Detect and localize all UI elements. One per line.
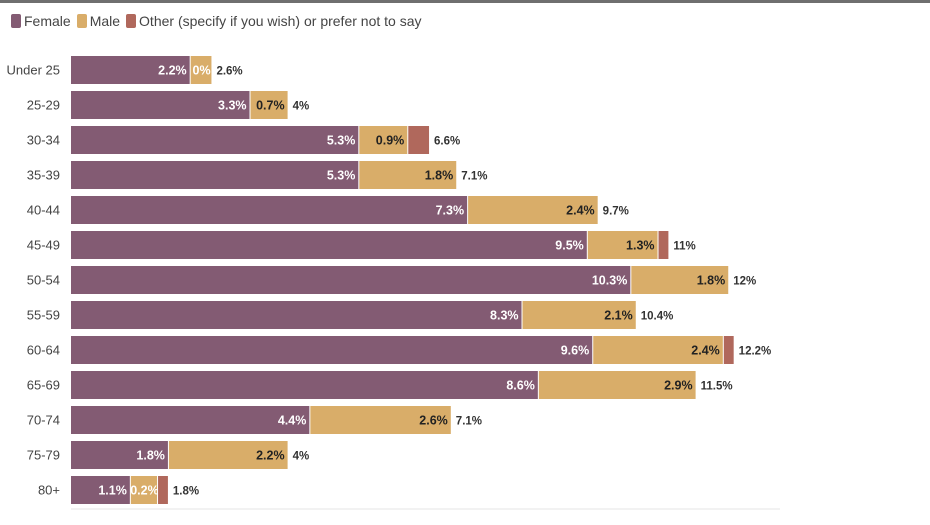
data-label: 2.2% (158, 64, 187, 78)
data-label: 4.4% (278, 414, 307, 428)
bar-segment (408, 126, 430, 154)
top-border (0, 0, 930, 3)
data-label: 1.3% (626, 239, 655, 253)
data-label: 2.6% (419, 414, 448, 428)
data-label: 7.3% (436, 204, 465, 218)
category-label: 25-29 (27, 98, 60, 113)
total-label: 12% (733, 276, 756, 288)
data-label: 2.4% (566, 204, 595, 218)
category-label: 30-34 (27, 133, 60, 148)
data-label: 2.9% (664, 379, 693, 393)
bar-segment (71, 56, 190, 84)
bar-segment (538, 371, 696, 399)
legend-swatch-female (11, 14, 21, 28)
data-label: 3.3% (218, 99, 247, 113)
bar-segment (522, 301, 636, 329)
bar-segment (130, 476, 158, 504)
legend-label-other: Other (specify if you wish) or prefer no… (139, 13, 422, 29)
bar-segment (71, 336, 593, 364)
bar-segment (71, 126, 359, 154)
bar-segment (71, 406, 310, 434)
total-label: 11% (673, 241, 695, 253)
bar-segment (71, 231, 587, 259)
data-label: 5.3% (327, 134, 356, 148)
bar-segment (71, 441, 168, 469)
legend-label-male: Male (89, 13, 121, 29)
category-label: 70-74 (27, 413, 60, 428)
chart-legend: Female Male Other (specify if you wish) … (11, 13, 428, 29)
total-label: 4% (293, 101, 310, 113)
total-label: 9.7% (603, 206, 629, 218)
category-label: 60-64 (27, 343, 60, 358)
legend-swatch-other (126, 14, 137, 28)
category-label: Under 25 (7, 63, 60, 78)
bar-segment (631, 266, 729, 294)
category-label: 45-49 (27, 238, 60, 253)
bar-segment (190, 56, 212, 84)
bar-segment (71, 301, 522, 329)
legend-item-other: Other (specify if you wish) or prefer no… (126, 13, 422, 29)
data-label: 1.8% (425, 169, 454, 183)
category-label: 65-69 (27, 378, 60, 393)
bar-segment (658, 231, 669, 259)
bar-segment (71, 196, 468, 224)
bar-segment (359, 161, 457, 189)
total-label: 12.2% (739, 346, 772, 358)
total-label: 4% (293, 451, 310, 463)
data-label: 8.6% (506, 379, 535, 393)
data-label: 8.3% (490, 309, 519, 323)
legend-item-female: Female (11, 13, 71, 29)
data-label: 0.7% (256, 99, 285, 113)
bar-segment (359, 126, 408, 154)
total-label: 6.6% (434, 136, 460, 148)
total-label: 2.6% (216, 66, 242, 78)
bar-segment (593, 336, 723, 364)
bar-segment (250, 91, 288, 119)
data-label: 0.9% (376, 134, 405, 148)
data-label: 1.8% (136, 449, 165, 463)
category-label: 40-44 (27, 203, 60, 218)
data-label: 5.3% (327, 169, 356, 183)
category-label: 55-59 (27, 308, 60, 323)
bar-segment (71, 91, 250, 119)
bar-segment (723, 336, 734, 364)
total-label: 11.5% (701, 381, 733, 393)
bar-segment (71, 371, 538, 399)
bar-segment (587, 231, 658, 259)
category-label: 50-54 (27, 273, 60, 288)
data-label: 0.2% (130, 484, 159, 498)
legend-swatch-male (76, 14, 87, 28)
total-label: 1.8% (173, 486, 199, 498)
data-label: 2.2% (256, 449, 285, 463)
legend-label-female: Female (24, 13, 71, 29)
total-label: 10.4% (641, 311, 674, 323)
category-label: 80+ (38, 483, 60, 498)
data-label: 2.4% (691, 344, 720, 358)
data-label: 0% (193, 64, 211, 78)
bar-segment (158, 476, 168, 504)
category-label: 35-39 (27, 168, 60, 183)
category-label: 75-79 (27, 448, 60, 463)
data-label: 9.5% (555, 239, 584, 253)
bar-segment (71, 476, 130, 504)
bar-segment (71, 266, 631, 294)
total-label: 7.1% (456, 416, 482, 428)
legend-item-male: Male (76, 13, 121, 29)
data-label: 2.1% (604, 309, 633, 323)
data-label: 1.8% (697, 274, 726, 288)
data-label: 10.3% (592, 274, 627, 288)
data-label: 9.6% (561, 344, 590, 358)
total-label: 7.1% (461, 171, 487, 183)
bar-segment (468, 196, 598, 224)
bar-segment (168, 441, 288, 469)
data-label: 1.1% (98, 484, 127, 498)
bar-segment (310, 406, 451, 434)
bar-segment (71, 161, 359, 189)
